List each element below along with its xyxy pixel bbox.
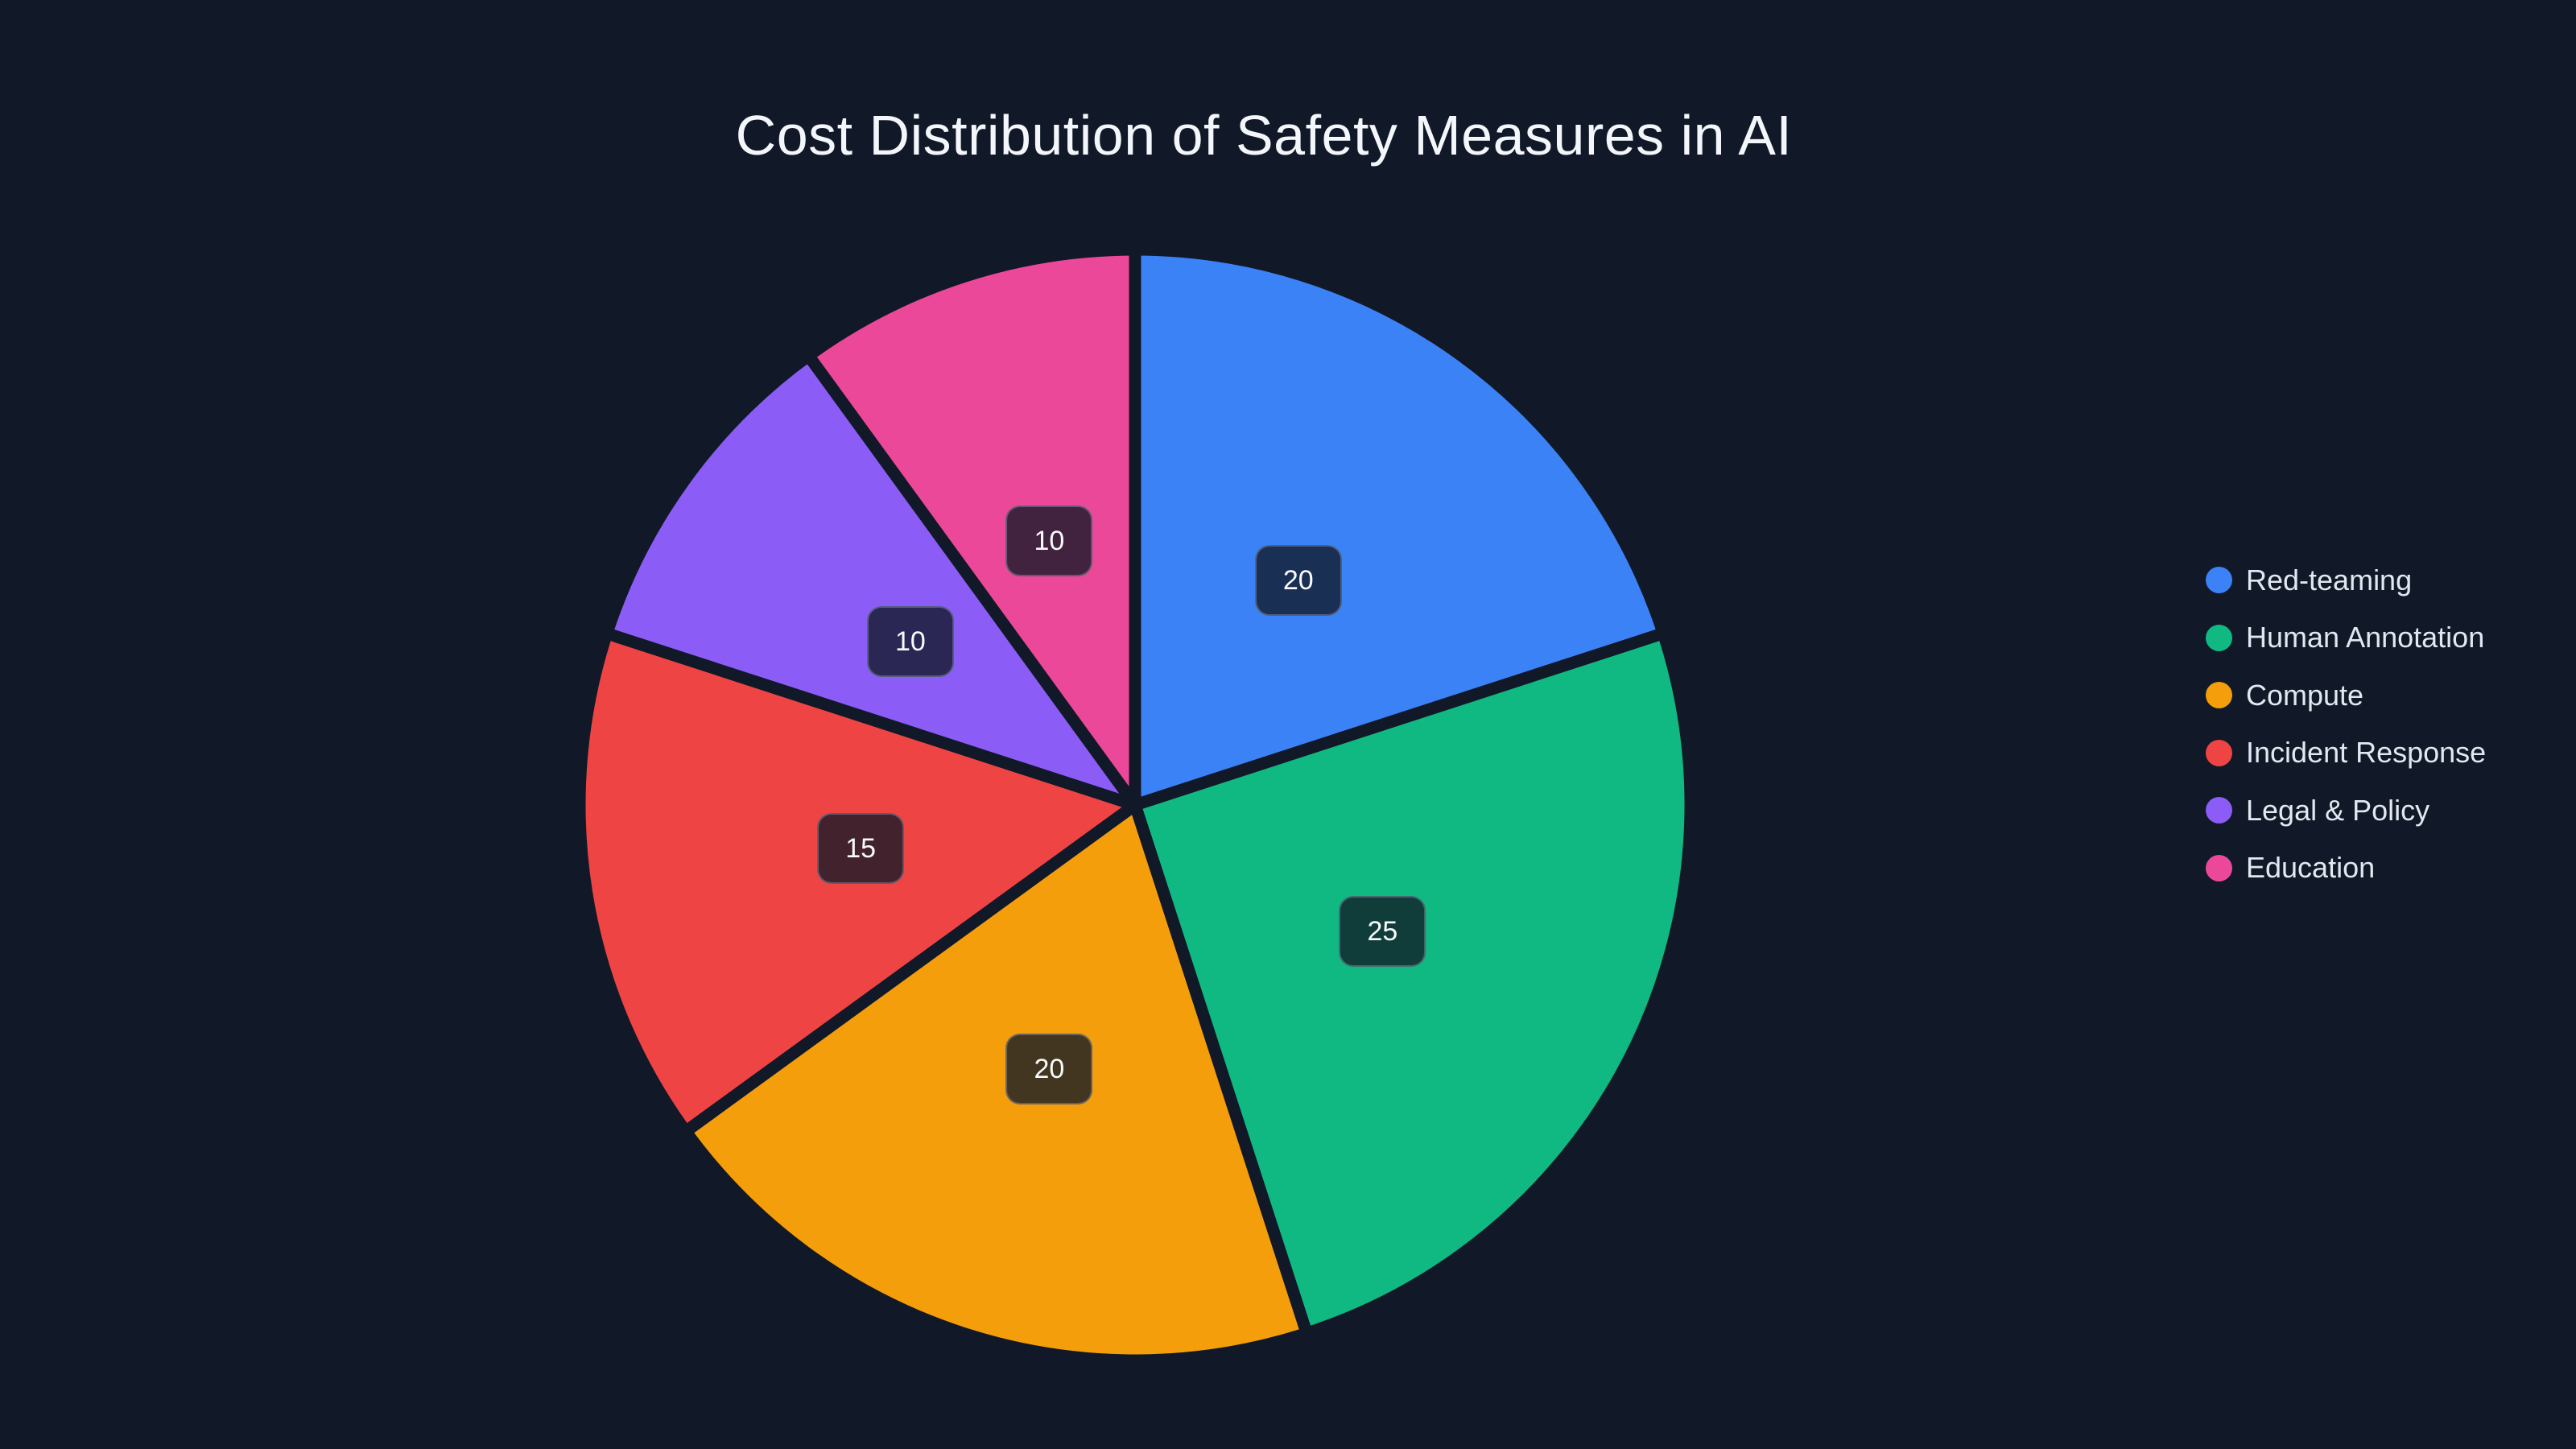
legend-swatch-icon [2206,624,2232,651]
legend-item-label: Education [2246,851,2376,885]
legend-item-red-teaming[interactable]: Red-teaming [2206,551,2486,609]
pie-slice-legal-policy[interactable] [601,349,1141,811]
slice-value-label: 10 [866,606,954,678]
legend-swatch-icon [2206,797,2232,824]
pie-slice-red-teaming[interactable] [1129,243,1670,811]
legend-item-label: Red-teaming [2246,563,2413,597]
legend-item-label: Incident Response [2246,736,2487,770]
legend-item-incident-response[interactable]: Incident Response [2206,724,2486,782]
legend-item-label: Human Annotation [2246,621,2485,654]
legend-item-education[interactable]: Education [2206,840,2486,898]
slice-value-label: 20 [1254,544,1342,616]
legend-item-label: Compute [2246,678,2364,712]
legend: Red-teaming Human Annotation Compute Incide… [2206,551,2486,897]
pie-slice-human-annotation[interactable] [1129,627,1697,1340]
legend-swatch-icon [2206,854,2232,881]
legend-item-legal-policy[interactable]: Legal & Policy [2206,782,2486,840]
slice-value-label: 20 [1005,1034,1093,1105]
legend-item-human-annotation[interactable]: Human Annotation [2206,609,2486,667]
chart-title: Cost Distribution of Safety Measures in … [735,104,1793,167]
legend-swatch-icon [2206,567,2232,594]
slice-value-label: 10 [1005,505,1093,576]
slice-value-label: 15 [817,813,905,884]
pie-slice-education[interactable] [802,243,1141,811]
slice-value-label: 25 [1339,895,1426,967]
legend-swatch-icon [2206,682,2232,709]
legend-item-label: Legal & Policy [2246,793,2430,827]
legend-swatch-icon [2206,739,2232,766]
pie-slice-compute[interactable] [679,799,1313,1367]
legend-item-compute[interactable]: Compute [2206,667,2486,724]
